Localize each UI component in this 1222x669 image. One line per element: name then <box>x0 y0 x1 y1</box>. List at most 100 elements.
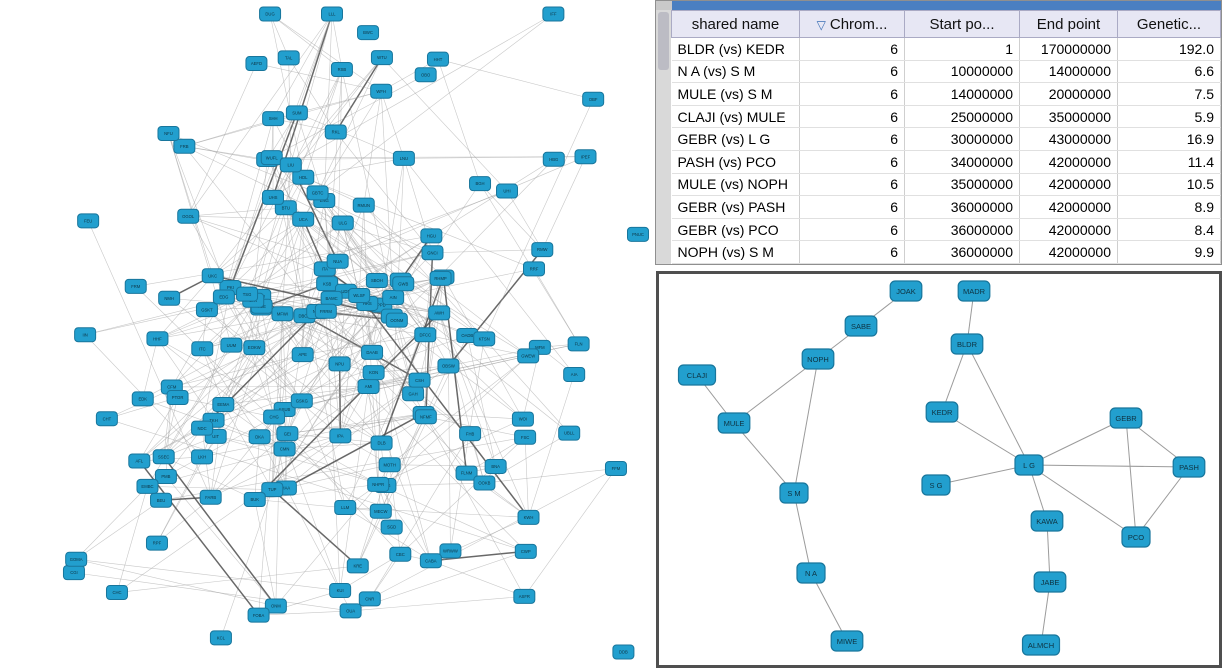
network-edge[interactable] <box>260 296 332 299</box>
table-row[interactable]: GEBR (vs) PCO 6 36000000 42000000 8.4 <box>671 218 1221 242</box>
network-edge[interactable] <box>258 610 351 616</box>
network-edge[interactable] <box>256 63 382 92</box>
network-edge[interactable] <box>210 436 260 498</box>
network-edge[interactable] <box>437 59 481 184</box>
table-cell[interactable]: 35000000 <box>1019 105 1118 129</box>
network-node[interactable]: APE <box>291 347 314 363</box>
network-edge[interactable] <box>259 436 351 612</box>
network-edge[interactable] <box>76 558 276 607</box>
network-edge[interactable] <box>201 413 424 458</box>
network-edge[interactable] <box>254 312 440 501</box>
network-node[interactable]: UCA <box>292 211 315 227</box>
network-edge[interactable] <box>223 404 273 490</box>
network-node[interactable]: HGU <box>420 228 443 244</box>
network-edge[interactable] <box>231 344 341 437</box>
network-node[interactable]: NDC <box>191 420 214 436</box>
table-cell[interactable]: 14000000 <box>1019 60 1118 84</box>
network-edge[interactable] <box>363 204 570 434</box>
table-row[interactable]: PASH (vs) PCO 6 34000000 42000000 11.4 <box>671 150 1221 174</box>
network-edge[interactable] <box>223 190 508 298</box>
network-edge[interactable] <box>1028 464 1190 468</box>
network-node[interactable]: EDG <box>212 289 235 305</box>
column-header[interactable]: End point <box>1019 10 1118 38</box>
network-edge[interactable] <box>342 222 373 353</box>
network-node[interactable]: HHT <box>426 51 449 67</box>
network-node[interactable]: NFMF <box>414 409 437 425</box>
network-edge[interactable] <box>202 348 224 405</box>
network-node[interactable]: KUI <box>329 583 352 599</box>
network-edge[interactable] <box>269 13 382 92</box>
network-node[interactable]: GSKG <box>290 393 313 409</box>
network-edge[interactable] <box>275 313 283 607</box>
table-row[interactable]: GEBR (vs) L G 6 30000000 43000000 16.9 <box>671 127 1221 151</box>
network-node[interactable]: DDB <box>612 644 635 660</box>
network-edge[interactable] <box>400 437 526 555</box>
table-row[interactable]: BLDR (vs) KEDR 6 1 170000000 192.0 <box>671 37 1221 61</box>
network-edge[interactable] <box>165 476 277 607</box>
network-edge[interactable] <box>357 511 382 567</box>
network-edge[interactable] <box>230 157 273 288</box>
network-edge[interactable] <box>325 311 341 591</box>
network-node[interactable]: NOPH <box>801 348 835 370</box>
network-edge[interactable] <box>941 343 968 413</box>
network-node[interactable]: OADB <box>456 328 479 344</box>
network-edge[interactable] <box>163 456 277 607</box>
network-node[interactable]: EDK <box>131 391 154 407</box>
network-edge[interactable] <box>223 404 285 450</box>
network-node[interactable]: MECW <box>369 503 392 519</box>
table-row[interactable]: CLAJI (vs) MULE 6 25000000 35000000 5.9 <box>671 105 1221 129</box>
table-cell[interactable]: 192.0 <box>1117 37 1221 61</box>
network-edge[interactable] <box>438 312 485 484</box>
network-node[interactable]: DFCC <box>414 327 437 343</box>
network-node[interactable]: PMB <box>154 468 177 484</box>
table-cell[interactable]: MULE (vs) S M <box>671 82 800 106</box>
column-header[interactable]: shared name <box>671 10 800 38</box>
network-edge[interactable] <box>335 57 383 133</box>
network-node[interactable]: SSEC <box>152 449 175 465</box>
network-edge[interactable] <box>331 13 343 70</box>
network-edge[interactable] <box>254 347 303 402</box>
table-cell[interactable]: 42000000 <box>1019 195 1118 219</box>
network-edge[interactable] <box>220 489 273 638</box>
network-edge[interactable] <box>392 297 524 420</box>
network-edge[interactable] <box>350 596 525 612</box>
network-edge[interactable] <box>142 338 158 400</box>
table-cell[interactable]: 34000000 <box>904 150 1020 174</box>
network-edge[interactable] <box>287 295 360 434</box>
network-node[interactable]: LLM <box>334 500 357 516</box>
network-node[interactable]: SABE <box>844 315 878 337</box>
network-node[interactable]: JOAK <box>889 280 923 302</box>
table-cell[interactable]: 170000000 <box>1019 37 1118 61</box>
network-node[interactable]: WUFL <box>260 150 283 166</box>
network-node[interactable]: KSB <box>316 276 339 292</box>
network-node[interactable]: BWC <box>357 25 380 41</box>
network-edge[interactable] <box>733 358 819 424</box>
network-edge[interactable] <box>533 268 579 345</box>
network-edge[interactable] <box>116 435 341 593</box>
network-node[interactable]: IPA <box>329 428 352 444</box>
network-edge[interactable] <box>163 456 255 500</box>
network-node[interactable]: AWH <box>428 305 451 321</box>
network-edge[interactable] <box>373 312 440 373</box>
network-edge[interactable] <box>106 397 178 420</box>
network-node[interactable]: UHS <box>261 189 284 205</box>
network-node[interactable]: TSG <box>236 286 259 302</box>
network-node[interactable]: N A <box>796 562 826 584</box>
network-node[interactable]: LNU <box>392 150 415 166</box>
network-edge[interactable] <box>423 312 440 414</box>
network-edge[interactable] <box>357 335 468 567</box>
network-edge[interactable] <box>324 200 378 281</box>
network-edge[interactable] <box>438 312 529 518</box>
network-edge[interactable] <box>135 286 288 434</box>
network-node[interactable]: WTU <box>370 50 393 66</box>
network-edge[interactable] <box>358 205 365 296</box>
network-node[interactable]: DAAB <box>361 344 384 360</box>
table-cell[interactable]: 9.9 <box>1117 240 1221 264</box>
network-node[interactable]: FEU <box>77 213 100 229</box>
table-cell[interactable]: GEBR (vs) L G <box>671 127 800 151</box>
network-node[interactable]: BUK <box>243 492 266 508</box>
table-cell[interactable]: 42000000 <box>1019 240 1118 264</box>
network-edge[interactable] <box>793 492 812 574</box>
network-edge[interactable] <box>389 347 541 465</box>
network-node[interactable]: KCL <box>209 630 232 646</box>
